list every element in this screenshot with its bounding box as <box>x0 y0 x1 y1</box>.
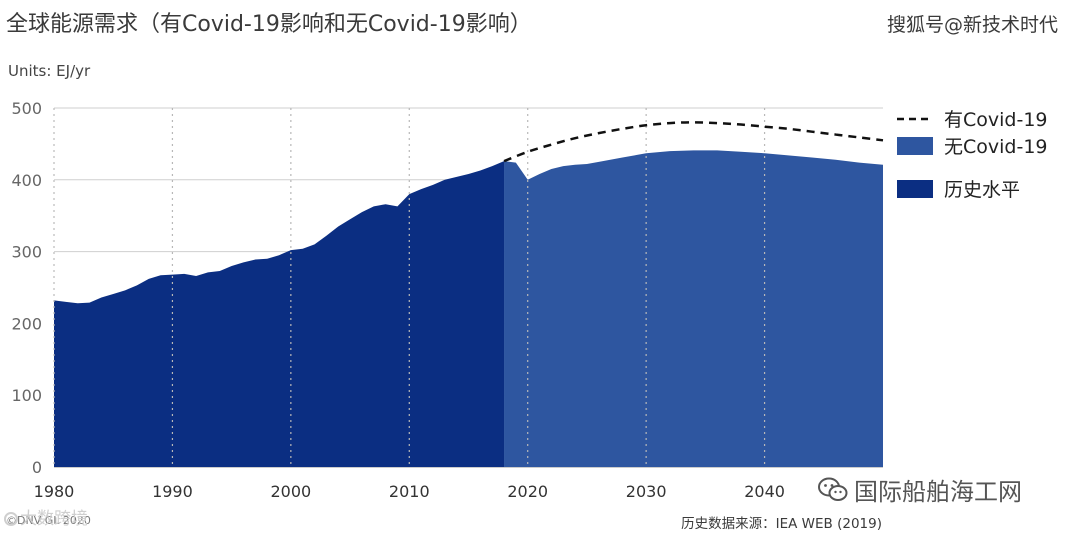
source-credit-top: 搜狐号@新技术时代 <box>886 14 1058 36</box>
y-tick-label: 300 <box>11 243 42 262</box>
y-tick-label: 200 <box>11 314 42 333</box>
y-tick-label: 400 <box>11 171 42 190</box>
chart-title: 全球能源需求（有Covid-19影响和无Covid-19影响） <box>6 12 532 37</box>
y-tick-label: 500 <box>11 99 42 118</box>
watermark-right: 国际船舶海工网 <box>818 472 1022 507</box>
watermark-left-text: 大数跨境 <box>20 509 88 529</box>
legend-swatch-no-covid <box>897 137 933 155</box>
x-tick-label: 1980 <box>34 482 75 501</box>
y-tick-label: 100 <box>11 386 42 405</box>
area-layer <box>54 150 883 467</box>
y-tick-label: 0 <box>32 458 42 477</box>
watermark-left: 大数跨境 <box>4 504 88 529</box>
axis-layer: 0 100 200 300 400 500 1980 1990 2000 2010 2020 2030… <box>11 99 784 501</box>
historical-area <box>54 161 505 467</box>
x-tick-label: 2040 <box>744 482 785 501</box>
legend-label-no-covid: 无Covid-19 <box>944 136 1048 158</box>
watermark-circle-icon <box>4 512 18 526</box>
units-label: Units: EJ/yr <box>8 62 91 80</box>
wechat-icon <box>818 477 848 501</box>
watermark-right-text: 国际船舶海工网 <box>854 478 1022 506</box>
x-tick-label: 2030 <box>626 482 667 501</box>
x-tick-label: 2020 <box>507 482 548 501</box>
data-source-label: 历史数据来源：IEA WEB (2019) <box>681 516 882 532</box>
legend-label-historical: 历史水平 <box>944 179 1020 201</box>
no-covid-area <box>504 150 883 467</box>
legend: 有Covid-19 无Covid-19 历史水平 <box>897 109 1048 201</box>
legend-swatch-historical <box>897 180 933 198</box>
copyright-label: ©DNV GL 2020 <box>6 514 91 527</box>
x-tick-label: 2000 <box>270 482 311 501</box>
x-tick-label: 2010 <box>389 482 430 501</box>
x-tick-label: 1990 <box>152 482 193 501</box>
legend-label-with-covid: 有Covid-19 <box>944 109 1048 131</box>
